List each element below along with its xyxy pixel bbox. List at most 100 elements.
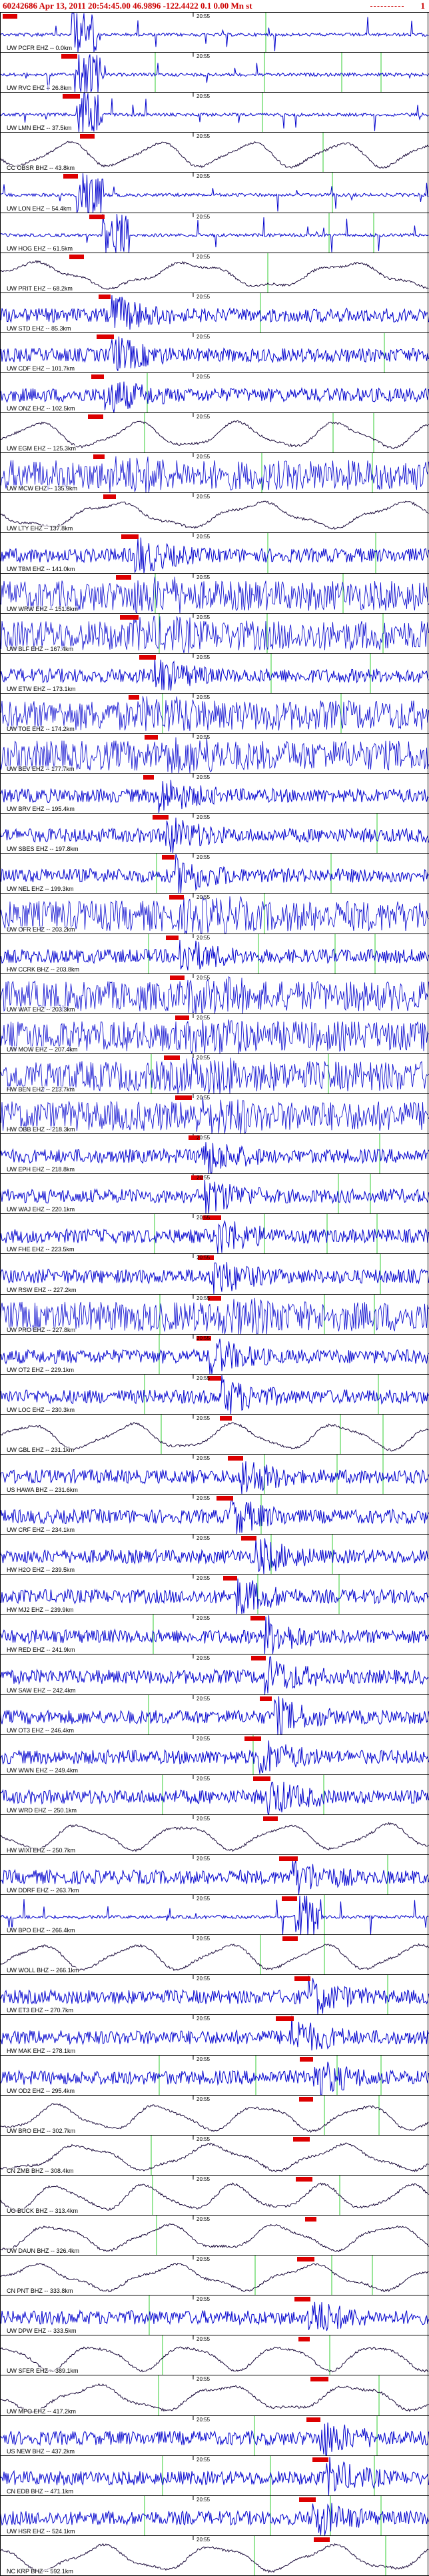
station-label: UW WWN EHZ -- 249.4km xyxy=(7,1767,78,1774)
waveform-line xyxy=(0,854,429,893)
time-tick-label: 20:55 xyxy=(197,173,211,179)
seismogram-trace xyxy=(0,453,429,492)
panel-border xyxy=(0,814,428,853)
trace-panel: 20:55 CC OBSR BHZ -- 43.8km xyxy=(0,133,429,173)
panel-border xyxy=(0,2456,428,2495)
waveform-line xyxy=(0,615,429,653)
waveform-line xyxy=(0,1219,429,1253)
time-tick-label: 20:55 xyxy=(197,614,211,620)
station-label: UW LOC EHZ -- 230.3km xyxy=(7,1407,75,1413)
seismogram-trace xyxy=(0,1855,429,1894)
panel-border xyxy=(0,1134,428,1173)
waveform-line xyxy=(0,1057,429,1093)
station-label: UW HSR EHZ -- 524.1km xyxy=(7,2528,75,2535)
phase-pick-tag xyxy=(196,1336,211,1341)
phase-pick-tag xyxy=(259,1696,272,1701)
phase-pick-tag xyxy=(292,2137,310,2142)
trace-panel: 20:55 UW DAUN BHZ -- 326.4km xyxy=(0,2216,429,2255)
seismogram-trace xyxy=(0,1695,429,1734)
time-tick-label: 20:55 xyxy=(197,1495,211,1501)
time-tick-label: 20:55 xyxy=(197,1095,211,1101)
panel-border xyxy=(0,173,428,213)
panel-border xyxy=(0,614,428,653)
time-tick-label: 20:55 xyxy=(197,133,211,139)
panel-border xyxy=(0,974,428,1013)
waveform-line xyxy=(0,1975,429,2014)
time-tick-label: 20:55 xyxy=(197,1055,211,1061)
time-tick-label: 20:55 xyxy=(197,1976,211,1982)
station-label: UW DDRF EHZ -- 263.7km xyxy=(7,1887,79,1894)
seismogram-trace xyxy=(0,2496,429,2535)
panel-border xyxy=(0,1935,428,1974)
station-label: UW DAUN BHZ -- 326.4km xyxy=(7,2248,80,2254)
seismogram-trace xyxy=(0,2375,429,2415)
panel-border xyxy=(0,2416,428,2455)
station-label: US HAWA BHZ -- 231.6km xyxy=(7,1487,78,1493)
panel-border xyxy=(0,253,428,293)
trace-panel: 20:55 UW CDF EHZ -- 101.7km xyxy=(0,333,429,373)
time-tick-label: 20:55 xyxy=(197,1455,211,1461)
trace-panel: 20:55 UW DPW EHZ -- 333.5km xyxy=(0,2295,429,2335)
seismogram-trace xyxy=(0,2176,429,2215)
time-tick-label: 20:55 xyxy=(197,1535,211,1541)
panel-border xyxy=(0,1735,428,1774)
time-tick-label: 20:55 xyxy=(197,1255,211,1261)
panel-border xyxy=(0,413,428,452)
phase-pick-tag xyxy=(203,1215,222,1220)
phase-pick-tag xyxy=(282,1896,298,1901)
station-label: UW ET3 EHZ -- 270.7km xyxy=(7,2007,74,2014)
trace-panel: 20:55 UW WRW EHZ -- 151.8km xyxy=(0,574,429,614)
trace-panel: 20:55 HW H2O EHZ -- 239.5km xyxy=(0,1535,429,1575)
phase-pick-tag xyxy=(145,735,159,740)
trace-panel: 20:55 UW DDRF EHZ -- 263.7km xyxy=(0,1855,429,1895)
time-tick-label: 20:55 xyxy=(197,534,211,540)
station-label: UW PRO EHZ -- 227.8km xyxy=(7,1327,76,1333)
trace-panel: 20:55 UW MCW EHZ -- 135.9km xyxy=(0,453,429,493)
time-tick-label: 20:55 xyxy=(197,1896,211,1902)
phase-pick-tag xyxy=(304,2217,316,2222)
panel-border xyxy=(0,1695,428,1734)
trace-panel: 20:55 HW CCRK BHZ -- 203.8km xyxy=(0,934,429,974)
time-tick-label: 20:55 xyxy=(197,1655,211,1661)
time-tick-label: 20:55 xyxy=(197,53,211,59)
panel-border xyxy=(0,2056,428,2095)
seismogram-trace xyxy=(0,1735,429,1774)
time-tick-label: 20:55 xyxy=(197,454,211,460)
trace-panel: 20:55 UW BEV EHZ -- 177.7km xyxy=(0,734,429,774)
waveform-line xyxy=(0,940,429,971)
seismogram-trace xyxy=(0,694,429,733)
waveform-line xyxy=(0,1179,429,1213)
panel-border xyxy=(0,1575,428,1614)
seismogram-trace xyxy=(0,2416,429,2455)
phase-pick-tag xyxy=(278,1856,298,1861)
trace-panel: 20:55 UW SBES EHZ -- 197.8km xyxy=(0,814,429,854)
phase-pick-tag xyxy=(294,2297,311,2301)
waveform-line xyxy=(0,2346,429,2373)
waveform-line xyxy=(0,141,429,169)
waveform-line xyxy=(0,1497,429,1534)
phase-pick-tag xyxy=(310,2377,328,2381)
station-label: UW BPO EHZ -- 266.4km xyxy=(7,1927,75,1934)
station-label: UW PCFR EHZ -- 0.0km xyxy=(7,45,72,51)
seismogram-trace xyxy=(0,1975,429,2014)
time-tick-label: 20:55 xyxy=(197,494,211,500)
seismogram-trace xyxy=(0,1375,429,1414)
waveform-line xyxy=(0,1615,429,1654)
seismogram-trace xyxy=(0,1014,429,1053)
panel-border xyxy=(0,734,428,773)
seismogram-trace xyxy=(0,413,429,452)
time-tick-label: 20:55 xyxy=(197,975,211,981)
waveform-line xyxy=(0,1339,429,1374)
seismogram-trace xyxy=(0,2056,429,2095)
trace-panel: 20:55 UW HOG EHZ -- 61.5km xyxy=(0,213,429,253)
phase-pick-tag xyxy=(116,575,132,580)
station-label: UW OFR EHZ -- 203.2km xyxy=(7,926,75,933)
station-label: UW LMN EHZ -- 37.5km xyxy=(7,125,72,131)
trace-panel: 20:55 UW WWN EHZ -- 249.4km xyxy=(0,1735,429,1775)
panel-border xyxy=(0,293,428,332)
panel-border xyxy=(0,2216,428,2255)
phase-pick-tag xyxy=(220,1416,232,1421)
time-tick-label: 20:55 xyxy=(197,2537,211,2543)
station-label: CN EDB BHZ -- 471.1km xyxy=(7,2488,74,2495)
time-tick-label: 20:55 xyxy=(197,1175,211,1181)
